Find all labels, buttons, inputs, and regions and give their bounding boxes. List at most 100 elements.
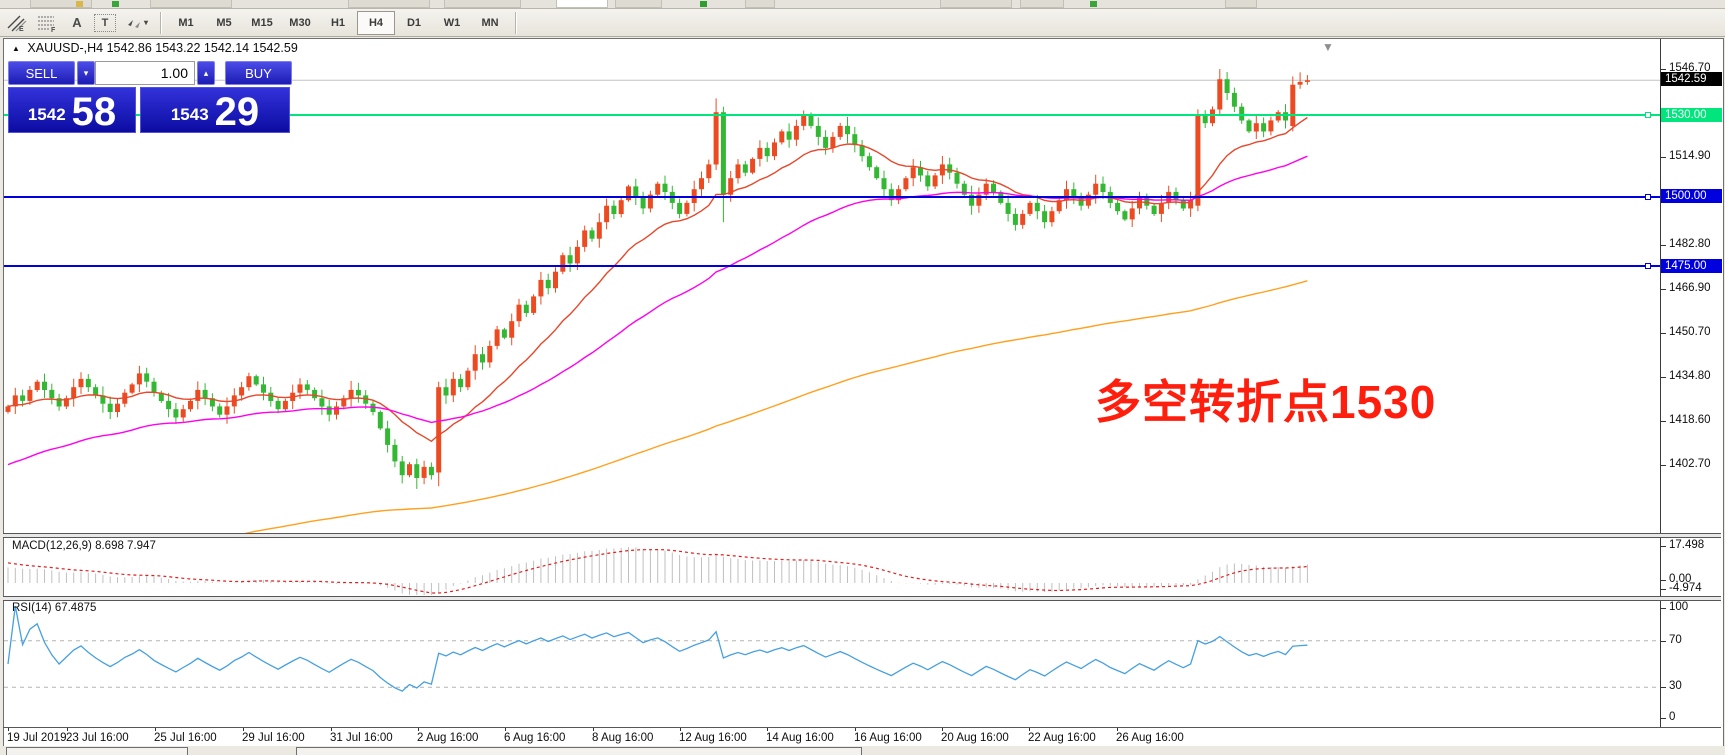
time-axis-border bbox=[3, 727, 1721, 728]
timeframe-button-h1[interactable]: H1 bbox=[330, 16, 346, 29]
horizontal-line-1475[interactable] bbox=[4, 265, 1660, 267]
macd-scale-tick bbox=[1661, 546, 1666, 547]
price-tag: 1542.59 bbox=[1661, 72, 1722, 86]
arrows-tool-icon[interactable]: ▾ bbox=[120, 12, 154, 34]
time-label: 25 Jul 16:00 bbox=[154, 732, 217, 744]
ma-fast-line bbox=[7, 116, 1308, 443]
rsi-scale-tick bbox=[1661, 687, 1666, 688]
sell-price-pips: 58 bbox=[71, 90, 117, 134]
sell-button[interactable]: SELL bbox=[8, 61, 75, 85]
timeframe-button-group: M1 M5 M15 M30 H1 H4 D1 W1 MN bbox=[167, 10, 509, 35]
volume-input[interactable] bbox=[95, 61, 195, 85]
time-tick bbox=[243, 728, 244, 731]
rsi-scale-tick bbox=[1661, 718, 1666, 719]
time-tick bbox=[67, 728, 68, 731]
timeframe-button-d1[interactable]: D1 bbox=[406, 16, 422, 29]
macd-splitter[interactable] bbox=[3, 533, 1721, 538]
svg-text:F: F bbox=[51, 27, 56, 32]
new-order-icon bbox=[76, 1, 83, 7]
horizontal-line-1530[interactable] bbox=[4, 114, 1660, 116]
line-handle[interactable] bbox=[1645, 194, 1651, 200]
price-tag: 1475.00 bbox=[1661, 259, 1722, 273]
rsi-splitter[interactable] bbox=[3, 596, 1721, 601]
timeframe-button-w1[interactable]: W1 bbox=[443, 16, 461, 29]
price-tick-label: 1514.90 bbox=[1669, 150, 1711, 162]
fibonacci-icon[interactable]: F bbox=[34, 12, 60, 34]
text-tool-icon[interactable]: A bbox=[64, 12, 90, 34]
price-tag: 1500.00 bbox=[1661, 189, 1722, 203]
macd-scale-tick bbox=[1661, 589, 1666, 590]
horizontal-line-1500[interactable] bbox=[4, 196, 1660, 198]
toolbar-stub bbox=[1225, 0, 1257, 8]
volume-decrease-button[interactable]: ▾ bbox=[77, 61, 95, 85]
macd-scale-label: 17.498 bbox=[1669, 539, 1705, 551]
macd-histogram bbox=[7, 547, 1308, 595]
toolbar-stub bbox=[150, 0, 232, 8]
rsi-scale-tick bbox=[1661, 641, 1666, 642]
autotrading-icon bbox=[700, 1, 707, 7]
price-tick bbox=[1661, 157, 1666, 158]
macd-signal-line bbox=[7, 548, 1308, 594]
toolbar-stub bbox=[556, 0, 608, 8]
line-handle[interactable] bbox=[1645, 263, 1651, 269]
time-label: 29 Jul 16:00 bbox=[242, 732, 305, 744]
macd-scale-label: 0.00 bbox=[1669, 573, 1692, 585]
timeframe-button-h4[interactable]: H4 bbox=[357, 10, 395, 35]
price-tick bbox=[1661, 421, 1666, 422]
rsi-scale-label: 30 bbox=[1669, 680, 1682, 692]
buy-price-display[interactable]: 1543 29 bbox=[140, 87, 290, 133]
sell-price-display[interactable]: 1542 58 bbox=[8, 87, 136, 133]
chart-shift-marker[interactable]: ▼ bbox=[1322, 40, 1334, 54]
text-label-icon[interactable]: T bbox=[94, 13, 116, 32]
time-label: 31 Jul 16:00 bbox=[330, 732, 393, 744]
time-label: 16 Aug 16:00 bbox=[854, 732, 922, 744]
chart-symbol-period: XAUUSD-,H4 bbox=[27, 41, 104, 55]
time-label: 2 Aug 16:00 bbox=[417, 732, 479, 744]
timeframe-button-m15[interactable]: M15 bbox=[251, 16, 273, 29]
toolbar-stub bbox=[745, 0, 775, 8]
toolbar-stub bbox=[1020, 0, 1064, 8]
time-label: 23 Jul 16:00 bbox=[66, 732, 129, 744]
one-click-trading-panel: SELL ▾ ▴ BUY 1542 58 1543 29 bbox=[8, 61, 292, 133]
timeframe-button-m30[interactable]: M30 bbox=[289, 16, 311, 29]
buy-button[interactable]: BUY bbox=[225, 61, 292, 85]
time-tick bbox=[855, 728, 856, 731]
chart-tab[interactable] bbox=[6, 747, 188, 755]
volume-increase-button[interactable]: ▴ bbox=[197, 61, 215, 85]
price-tick-label: 1482.80 bbox=[1669, 238, 1711, 250]
one-click-collapse-arrow[interactable]: ▲ bbox=[12, 44, 20, 53]
macd-label: MACD(12,26,9) 8.698 7.947 bbox=[12, 540, 156, 552]
timeframe-button-m1[interactable]: M1 bbox=[178, 16, 194, 29]
rsi-scale-label: 70 bbox=[1669, 634, 1682, 646]
time-label: 12 Aug 16:00 bbox=[679, 732, 747, 744]
toolbar-stub bbox=[940, 0, 1012, 8]
time-tick bbox=[331, 728, 332, 731]
rsi-scale-label: 100 bbox=[1669, 601, 1689, 613]
chart-tab[interactable] bbox=[296, 747, 862, 755]
price-tick-label: 1546.70 bbox=[1669, 62, 1711, 74]
line-handle[interactable] bbox=[1645, 112, 1651, 118]
chart-text-annotation[interactable]: 多空转折点1530 bbox=[1095, 376, 1437, 428]
toolbar-stub bbox=[348, 0, 430, 8]
time-label: 26 Aug 16:00 bbox=[1116, 732, 1184, 744]
indicator-icon bbox=[1090, 1, 1097, 7]
macd-scale-label: -4.974 bbox=[1669, 582, 1702, 594]
toolbar-row-cropped bbox=[0, 0, 1725, 9]
price-axis-border bbox=[1660, 39, 1661, 727]
candles-layer bbox=[5, 69, 1310, 489]
price-tick-label: 1418.60 bbox=[1669, 414, 1711, 426]
drawing-toolbar: E F A T ▾ M1 M5 M15 M30 H1 H4 D1 W1 MN bbox=[0, 9, 1725, 37]
price-tick bbox=[1661, 333, 1666, 334]
arrows-dropdown-caret: ▾ bbox=[143, 18, 148, 27]
chart-header: ▲ XAUUSD-,H4 1542.86 1543.22 1542.14 154… bbox=[12, 41, 298, 55]
price-tick bbox=[1661, 245, 1666, 246]
timeframe-button-mn[interactable]: MN bbox=[481, 16, 499, 29]
price-tick bbox=[1661, 289, 1666, 290]
rsi-line bbox=[7, 605, 1308, 692]
buy-price-pips: 29 bbox=[214, 90, 260, 134]
time-label: 22 Aug 16:00 bbox=[1028, 732, 1096, 744]
price-tick-label: 1466.90 bbox=[1669, 282, 1711, 294]
equidistant-channel-icon[interactable]: E bbox=[4, 12, 30, 34]
timeframe-button-m5[interactable]: M5 bbox=[216, 16, 232, 29]
rsi-label: RSI(14) 67.4875 bbox=[12, 602, 97, 614]
